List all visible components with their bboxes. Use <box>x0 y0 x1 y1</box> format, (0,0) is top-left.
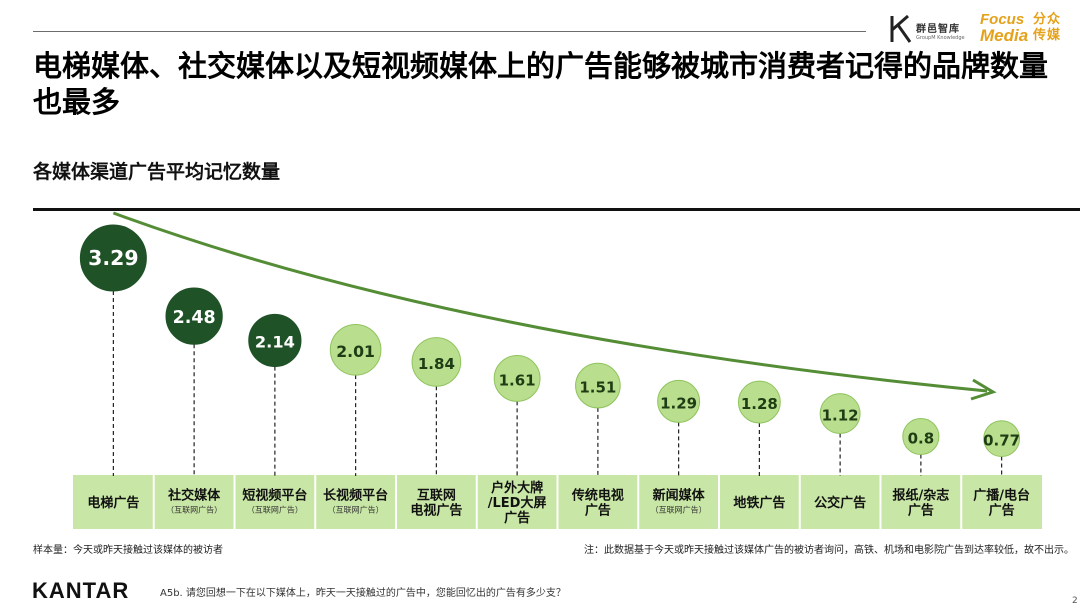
focus-media-chinese-name: 分众传媒 <box>1033 12 1062 43</box>
data-label: 1.28 <box>741 395 778 413</box>
category-sublabel: （互联网广告） <box>651 505 707 515</box>
category-sublabel: （互联网广告） <box>328 505 384 515</box>
category-label: /LED大屏 <box>488 495 547 511</box>
data-label: 1.84 <box>418 355 455 373</box>
category-label: 新闻媒体 <box>653 488 706 504</box>
data-label: 1.29 <box>660 394 697 412</box>
page-title: 电梯媒体、社交媒体以及短视频媒体上的广告能够被城市消费者记得的品牌数量也最多 <box>33 49 1049 119</box>
value-marker <box>79 224 147 292</box>
category-label: 广告 <box>989 503 1015 519</box>
k-mark-icon <box>890 14 912 43</box>
value-marker <box>411 337 462 387</box>
focus-media-logo: Focus Media 分众传媒 <box>980 12 1070 48</box>
category-label: 公交广告 <box>814 495 866 511</box>
category-sublabel: （互联网广告） <box>166 505 222 515</box>
trend-arrow-head <box>970 378 997 401</box>
category-label: 地铁广告 <box>733 495 785 511</box>
category-label: 电梯广告 <box>87 495 139 511</box>
focus-media-word-1: Focus <box>980 11 1025 28</box>
header-rule <box>33 31 866 32</box>
data-label: 2.48 <box>173 308 216 328</box>
value-marker <box>165 287 223 345</box>
data-label: 3.29 <box>88 246 138 270</box>
focus-media-word-2: Media <box>980 26 1029 45</box>
data-label: 1.12 <box>822 407 859 425</box>
data-label: 2.01 <box>336 342 375 361</box>
value-marker <box>248 313 302 368</box>
category-label: 电视广告 <box>410 503 462 519</box>
data-label: 1.61 <box>499 371 536 389</box>
chart-top-rule <box>33 208 1080 211</box>
groupm-knowledge-name: 群邑智库 <box>916 24 960 35</box>
value-marker <box>329 323 382 376</box>
category-label: 广告 <box>585 503 611 519</box>
category-label: 广告 <box>908 503 934 519</box>
data-label: 0.8 <box>908 430 935 448</box>
sample-size-note: 样本量：今天或昨天接触过该媒体的被访者 <box>33 545 223 556</box>
value-marker <box>819 393 861 435</box>
chart-subtitle: 各媒体渠道广告平均记忆数量 <box>33 161 281 183</box>
survey-question: A5b. 请您回想一下在以下媒体上，昨天一天接触过的广告中，您能回忆出的广告有多… <box>160 588 566 599</box>
category-sublabel: （互联网广告） <box>247 505 303 515</box>
value-marker <box>657 379 701 423</box>
value-marker <box>983 420 1021 458</box>
recall-count-chart: 3.29电梯广告2.48社交媒体（互联网广告）2.14短视频平台（互联网广告）2… <box>73 211 1042 529</box>
value-marker <box>575 362 621 409</box>
kantar-logo: KANTAR <box>32 578 130 603</box>
category-label: 社交媒体 <box>167 488 221 504</box>
value-marker <box>737 380 781 424</box>
category-label: 户外大牌 <box>491 480 543 496</box>
category-label: 短视频平台 <box>242 488 307 504</box>
category-label: 互联网 <box>417 489 456 504</box>
category-label: 报纸/杂志 <box>893 488 950 504</box>
category-label: 传统电视 <box>571 488 624 504</box>
data-label: 0.77 <box>983 432 1020 450</box>
category-label: 长视频平台 <box>323 488 388 504</box>
value-marker <box>902 417 940 456</box>
value-marker <box>493 355 541 402</box>
data-label: 2.14 <box>255 332 295 351</box>
data-label: 1.51 <box>579 379 616 397</box>
groupm-knowledge-subtext: GroupM Knowledge <box>916 35 965 41</box>
trend-arrow-line <box>112 211 988 393</box>
data-note: 注：此数据基于今天或昨天接触过该媒体广告的被访者询问，高铁、机场和电影院广告到达… <box>584 545 1074 556</box>
category-label: 广告 <box>504 510 530 526</box>
page-number: 2 <box>1072 596 1078 606</box>
groupm-knowledge-logo: 群邑智库 GroupM Knowledge <box>889 14 974 48</box>
category-label: 广播/电台 <box>973 488 1030 504</box>
